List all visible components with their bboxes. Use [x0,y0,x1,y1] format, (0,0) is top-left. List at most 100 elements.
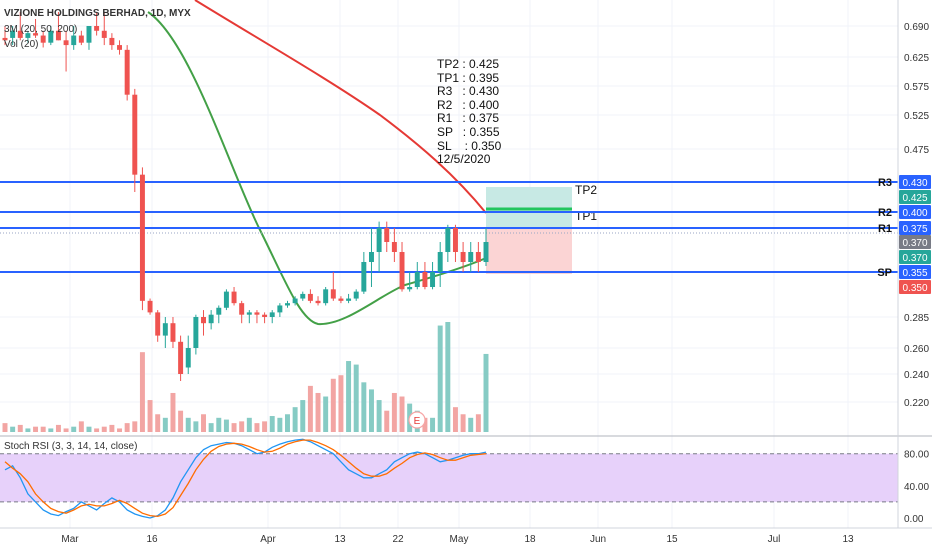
candle[interactable] [246,310,252,324]
candle[interactable] [277,303,283,317]
candle[interactable] [353,289,359,301]
candle[interactable] [407,272,413,292]
candle[interactable] [193,314,199,355]
candle[interactable] [132,88,138,192]
candle[interactable] [422,262,428,290]
candle[interactable] [430,262,436,290]
price-tag-bg [899,221,931,235]
candle[interactable] [315,296,321,306]
volume-bar [132,421,138,432]
candle-body [193,317,199,348]
candle[interactable] [475,242,481,272]
candle[interactable] [307,289,313,304]
ma-indicator-label[interactable]: 3M (20, 50, 200) [4,24,78,35]
candle[interactable] [63,30,69,72]
candle-body [101,30,107,38]
candle[interactable] [437,242,443,287]
candle[interactable] [178,335,184,381]
candle[interactable] [201,310,206,336]
candle[interactable] [338,296,344,304]
earnings-marker[interactable]: E [408,411,426,429]
candle[interactable] [262,312,268,324]
volume-bar [391,392,397,432]
candle[interactable] [216,305,222,324]
candle[interactable] [33,19,39,38]
candle[interactable] [55,12,61,41]
candle-body [25,33,31,38]
volume-bar [445,322,451,432]
candle[interactable] [254,310,260,324]
candle[interactable] [162,317,168,348]
candle[interactable] [101,12,107,46]
candle[interactable] [17,12,23,41]
candle[interactable] [330,272,336,301]
volume-indicator-label[interactable]: Vol (20) [4,39,39,50]
volume-bar [254,423,260,432]
time-tick-label: Jun [590,534,606,545]
candle[interactable] [155,310,161,342]
candle[interactable] [2,26,8,46]
candle-body [338,298,344,301]
volume-bar [239,421,245,432]
candle[interactable] [460,242,466,272]
candle[interactable] [376,221,382,272]
trade-notes: TP2 : 0.425 TP1 : 0.395 R3 : 0.430 R2 : … [437,57,501,167]
volume-bar [376,400,382,432]
candle-body [254,312,260,315]
candle[interactable] [391,228,397,262]
candle[interactable] [452,224,458,262]
volume-bar [101,426,107,432]
candle[interactable] [361,252,367,294]
candle-body [437,252,443,272]
candle-body [2,37,8,41]
candle[interactable] [208,310,214,330]
candle[interactable] [399,242,405,292]
candle[interactable] [346,293,352,304]
time-tick-label: May [450,534,469,545]
candle[interactable] [139,167,145,311]
earnings-circle [408,411,426,429]
candle-body [124,49,130,95]
candle-body [399,252,405,290]
candle[interactable] [86,26,92,50]
volume-bar [208,423,214,432]
candle[interactable] [368,228,374,287]
candle[interactable] [414,262,420,290]
candle[interactable] [94,12,100,36]
price-tag-label: 0.375 [902,224,927,235]
candle[interactable] [170,317,176,348]
candle[interactable] [117,40,123,55]
candle[interactable] [223,289,229,311]
candle[interactable] [25,30,31,43]
candle[interactable] [292,296,298,306]
candle[interactable] [483,228,489,266]
candle[interactable] [300,291,306,301]
price-tick-label: 0.690 [904,22,929,33]
candle[interactable] [445,224,451,262]
volume-bar [71,426,77,432]
volume-bar [437,325,443,432]
candle[interactable] [185,335,191,374]
volume-bar [475,414,481,432]
candle[interactable] [124,45,130,101]
candle[interactable] [71,26,77,50]
candle[interactable] [10,26,16,46]
candle[interactable] [384,221,390,252]
candle[interactable] [269,310,275,324]
volume-bar [368,389,374,432]
candle[interactable] [239,300,245,324]
stoch-indicator-label[interactable]: Stoch RSI (3, 3, 14, 14, close) [4,441,138,452]
volume-bar [422,417,428,432]
candle[interactable] [285,300,290,308]
candle[interactable] [323,287,329,306]
stoch-d-line [4,439,487,518]
volume-bar [124,423,130,432]
candle[interactable] [147,298,153,315]
price-tag-bg [899,235,931,249]
candle[interactable] [109,33,115,50]
candle[interactable] [48,26,54,46]
candle[interactable] [468,242,474,272]
candle[interactable] [78,30,84,46]
candle[interactable] [40,30,46,48]
candle[interactable] [231,287,237,306]
